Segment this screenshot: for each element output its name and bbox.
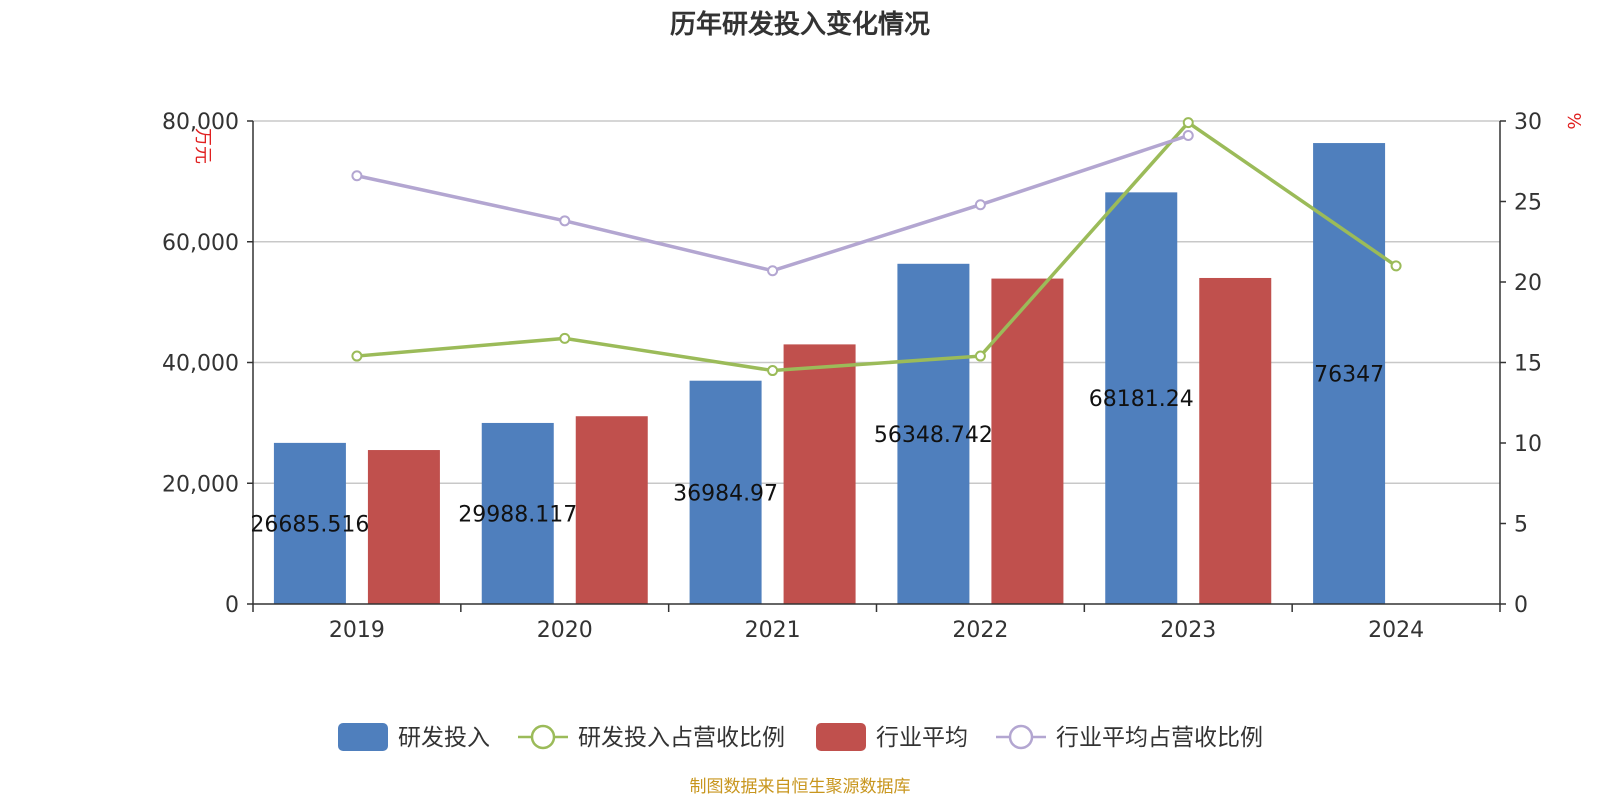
left-axis-unit: 万元 — [192, 128, 213, 164]
x-axis-tick-label: 2024 — [1368, 618, 1424, 643]
line-point — [1182, 129, 1194, 141]
right-axis-tick-label: 0 — [1514, 593, 1528, 618]
bars-group — [273, 143, 1386, 604]
right-axis-tick-label: 15 — [1514, 352, 1542, 377]
legend-swatch-marker[interactable] — [530, 724, 556, 750]
bar-industry — [991, 278, 1064, 604]
legend-label[interactable]: 研发投入占营收比例 — [578, 725, 785, 751]
legend-label[interactable]: 行业平均 — [876, 725, 968, 751]
line-point — [767, 265, 779, 277]
bar-rd — [689, 380, 762, 604]
line-point — [1390, 260, 1402, 272]
legend-swatch-bar[interactable] — [338, 723, 388, 751]
line-point — [559, 332, 571, 344]
bar-data-label: 29988.117 — [458, 502, 577, 527]
data-labels-group: 26685.516 29988.117 36984.97 56348.742 68181… — [250, 363, 1384, 538]
chart-title: 历年研发投入变化情况 — [670, 9, 930, 40]
legend: 研发投入 研发投入占营收比例 行业平均 行业平均占营收比例 — [338, 723, 1263, 751]
grid-lines — [253, 120, 1500, 484]
line-point — [559, 215, 571, 227]
line-point — [351, 170, 363, 182]
line-point — [974, 199, 986, 211]
x-axis-tick-label: 2020 — [537, 618, 593, 643]
right-axis-tick-label: 20 — [1514, 271, 1542, 296]
source-note: 制图数据来自恒生聚源数据库 — [690, 777, 911, 797]
bar-rd — [1105, 192, 1178, 604]
right-axis-tick-label: 10 — [1514, 432, 1542, 457]
line-series-rd-ratio — [356, 120, 1398, 373]
legend-label[interactable]: 行业平均占营收比例 — [1056, 725, 1263, 751]
bar-rd — [273, 442, 346, 604]
right-axis-tick-label: 5 — [1514, 513, 1528, 538]
axes-group: 0 20,000 40,000 60,000 80,000 0 5 10 15 20 25 30 万元%… — [162, 110, 1584, 643]
right-axis-unit: % — [1563, 112, 1584, 129]
x-axis-tick-label: 2021 — [745, 618, 801, 643]
x-axis-tick-label: 2019 — [329, 618, 385, 643]
legend-swatch-marker[interactable] — [1008, 724, 1034, 750]
bar-data-label: 36984.97 — [673, 481, 778, 506]
legend-swatch-bar[interactable] — [816, 723, 866, 751]
bar-data-label: 56348.742 — [874, 423, 993, 448]
bar-data-label: 68181.24 — [1089, 387, 1194, 412]
lines-group — [351, 117, 1402, 377]
bar-rd — [897, 263, 970, 604]
right-axis-tick-label: 25 — [1514, 191, 1542, 216]
line-series-industry-ratio — [356, 133, 1189, 273]
line-point — [1182, 117, 1194, 129]
bar-rd — [481, 422, 554, 604]
right-axis-tick-label: 30 — [1514, 110, 1542, 135]
left-axis-tick-label: 0 — [225, 593, 239, 618]
x-axis-tick-label: 2022 — [952, 618, 1008, 643]
line-point — [974, 350, 986, 362]
left-axis-tick-label: 40,000 — [162, 352, 239, 377]
bar-industry — [367, 450, 440, 604]
bar-rd — [1313, 143, 1386, 604]
left-axis-tick-label: 80,000 — [162, 110, 239, 135]
left-axis-tick-label: 20,000 — [162, 472, 239, 497]
x-axis-tick-label: 2023 — [1160, 618, 1216, 643]
line-point — [351, 350, 363, 362]
bar-data-label: 26685.516 — [250, 512, 369, 537]
bar-industry — [1199, 277, 1272, 604]
bar-data-label: 76347 — [1314, 363, 1384, 388]
bar-industry — [575, 416, 648, 604]
line-point — [767, 365, 779, 377]
legend-label[interactable]: 研发投入 — [398, 725, 490, 751]
left-axis-tick-label: 60,000 — [162, 231, 239, 256]
bar-industry — [783, 344, 856, 604]
